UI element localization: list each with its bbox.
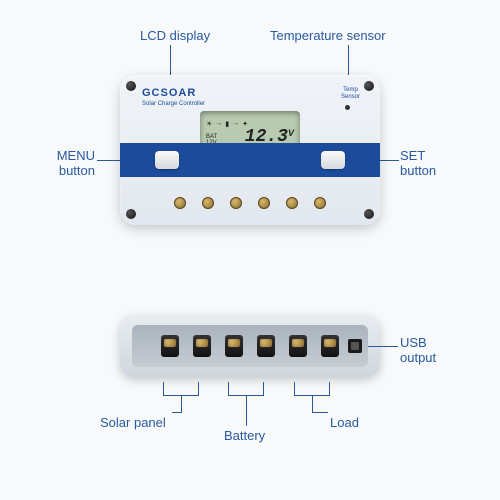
device-bottom-view [120, 315, 380, 377]
menu-button[interactable] [155, 151, 179, 169]
bracket [294, 382, 330, 396]
bracket [228, 382, 264, 396]
line [312, 412, 328, 413]
terminal-icon [314, 197, 326, 209]
terminal-icon [202, 197, 214, 209]
screw-icon [126, 209, 136, 219]
label-lcd: LCD display [140, 28, 210, 43]
temp-sensor-hole [345, 105, 350, 110]
label-menu: MENU button [35, 148, 95, 178]
usb-port [348, 339, 362, 353]
terminal-solar-minus [193, 335, 211, 357]
line [181, 396, 182, 412]
temp-sensor-label: Temp Sensor [341, 87, 360, 100]
subtitle-text: Solar Charge Controller [142, 101, 205, 107]
device-front-view: GCSOAR Solar Charge Controller Temp Sens… [120, 75, 380, 225]
terminals-bottom [161, 335, 339, 357]
label-set: SET button [400, 148, 436, 178]
terminal-icon [258, 197, 270, 209]
bracket [163, 382, 199, 396]
label-usb: USB output [400, 335, 436, 365]
brand-text: GCSOAR [142, 87, 196, 99]
terminals-row [174, 197, 326, 209]
line [368, 346, 398, 347]
label-solar: Solar panel [100, 415, 166, 430]
terminal-icon [286, 197, 298, 209]
line [246, 396, 247, 426]
terminal-icon [174, 197, 186, 209]
screw-icon [364, 209, 374, 219]
terminal-icon [230, 197, 242, 209]
set-button[interactable] [321, 151, 345, 169]
label-load: Load [330, 415, 359, 430]
lcd-unit: V [288, 128, 294, 138]
line [312, 396, 313, 412]
label-temp: Temperature sensor [270, 28, 386, 43]
terminal-battery-plus [225, 335, 243, 357]
line [172, 412, 182, 413]
screw-icon [364, 81, 374, 91]
inner-panel [132, 325, 368, 367]
terminal-load-plus [289, 335, 307, 357]
lcd-icons: ☀→▮→✦ [206, 120, 248, 128]
terminal-solar-plus [161, 335, 179, 357]
screw-icon [126, 81, 136, 91]
label-battery: Battery [224, 428, 265, 443]
terminal-battery-minus [257, 335, 275, 357]
terminal-load-minus [321, 335, 339, 357]
